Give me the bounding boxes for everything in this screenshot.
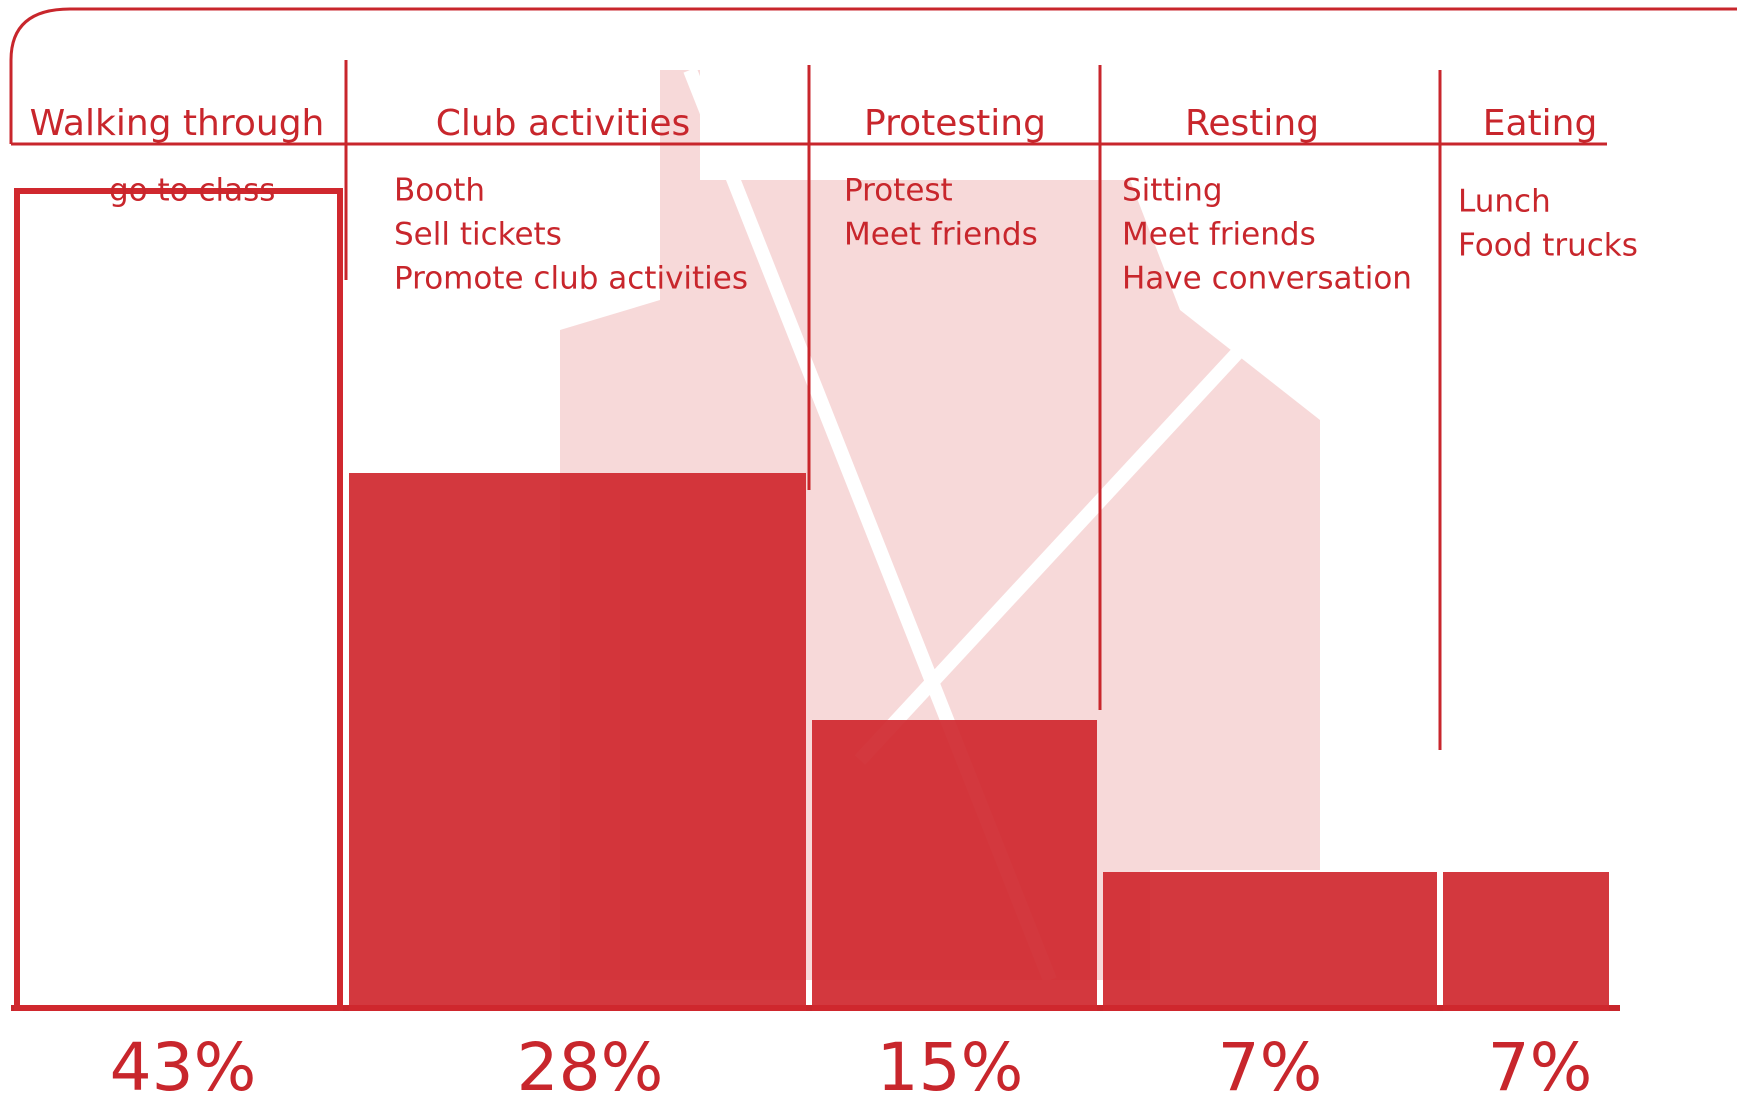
value-label: 7% bbox=[1488, 1029, 1593, 1104]
bar bbox=[14, 188, 343, 1011]
activity-label: Lunch bbox=[1458, 184, 1551, 220]
activity-label: Have conversation bbox=[1122, 261, 1412, 297]
value-label: 7% bbox=[1218, 1029, 1323, 1104]
bar bbox=[1443, 872, 1609, 1011]
dividers bbox=[344, 60, 1442, 750]
value-label: 15% bbox=[877, 1029, 1024, 1104]
value-label: 43% bbox=[110, 1029, 257, 1104]
activity-label: Sitting bbox=[1122, 173, 1223, 209]
category-label: Resting bbox=[1185, 103, 1319, 144]
activity-label: Booth bbox=[394, 173, 485, 209]
bar bbox=[812, 720, 1097, 1011]
activity-label: go to class bbox=[109, 173, 275, 209]
frame bbox=[9, 7, 1737, 144]
activity-label: Food trucks bbox=[1458, 228, 1638, 264]
activity-label: Sell tickets bbox=[394, 217, 562, 253]
activity-label: Protest bbox=[844, 173, 953, 209]
background-stroke bbox=[854, 345, 1246, 765]
category-label: Eating bbox=[1483, 103, 1598, 144]
category-label: Walking through bbox=[30, 103, 325, 144]
bar bbox=[1103, 872, 1437, 1011]
activity-label: Meet friends bbox=[844, 217, 1038, 253]
category-label: Protesting bbox=[864, 103, 1046, 144]
category-label: Club activities bbox=[436, 103, 691, 144]
activity-label: Meet friends bbox=[1122, 217, 1316, 253]
activity-label: Promote club activities bbox=[394, 261, 748, 297]
bar bbox=[349, 473, 806, 1011]
value-label: 28% bbox=[517, 1029, 664, 1104]
